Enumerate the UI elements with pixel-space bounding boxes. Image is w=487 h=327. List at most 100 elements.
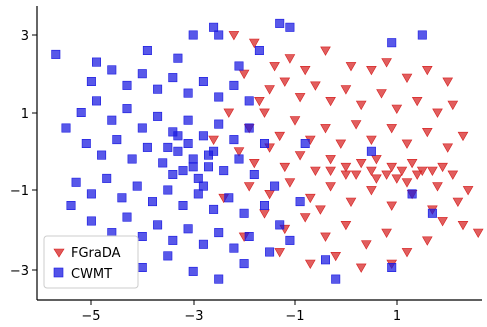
point-cwmt-100 (173, 53, 183, 63)
point-cwmt-101 (234, 61, 244, 71)
point-fgrada-2 (269, 62, 280, 72)
point-cwmt-11 (137, 69, 147, 79)
legend: FGraDA CWMT (43, 235, 139, 289)
point-fgrada-25 (223, 108, 235, 118)
point-cwmt-4 (214, 30, 224, 40)
point-cwmt-13 (168, 73, 178, 83)
point-cwmt-47 (117, 193, 127, 203)
point-cwmt-81 (173, 131, 183, 141)
point-cwmt-12 (153, 84, 163, 94)
legend-frame (43, 235, 139, 289)
legend-marker-cwmt (53, 267, 64, 278)
point-cwmt-36 (142, 142, 152, 152)
point-fgrada-47 (340, 170, 352, 180)
point-fgrada-6 (345, 62, 357, 72)
point-fgrada-72 (360, 240, 372, 250)
point-fgrada-3 (284, 54, 296, 64)
point-cwmt-97 (61, 123, 71, 133)
point-fgrada-53 (432, 182, 443, 192)
point-cwmt-0 (51, 49, 61, 59)
point-fgrada-75 (421, 236, 433, 246)
point-fgrada-83 (381, 170, 392, 180)
y-tick-label-1: −1 (10, 184, 29, 199)
point-cwmt-2 (285, 22, 295, 32)
point-fgrada-70 (320, 232, 331, 242)
point-cwmt-15 (198, 77, 208, 87)
point-cwmt-46 (102, 173, 112, 183)
point-cwmt-72 (239, 259, 249, 269)
point-cwmt-44 (71, 177, 81, 187)
point-cwmt-7 (417, 30, 427, 40)
point-fgrada-90 (406, 159, 418, 169)
point-fgrada-35 (386, 124, 398, 134)
point-cwmt-3 (209, 22, 219, 32)
point-fgrada-67 (259, 209, 270, 219)
point-fgrada-98 (254, 97, 265, 107)
point-fgrada-0 (228, 31, 240, 41)
point-fgrada-37 (421, 128, 433, 138)
point-cwmt-51 (178, 201, 188, 211)
point-fgrada-29 (289, 116, 301, 126)
x-tick-label-1: −3 (184, 309, 203, 324)
point-cwmt-14 (183, 88, 193, 98)
point-cwmt-53 (209, 204, 219, 214)
point-cwmt-16 (214, 92, 224, 102)
point-cwmt-20 (92, 96, 102, 106)
point-fgrada-60 (325, 182, 336, 192)
point-cwmt-33 (97, 150, 107, 160)
point-fgrada-85 (411, 170, 423, 180)
point-fgrada-94 (457, 221, 469, 231)
point-cwmt-76 (193, 173, 203, 183)
point-fgrada-4 (299, 66, 311, 76)
point-fgrada-84 (396, 166, 408, 177)
point-fgrada-44 (294, 151, 306, 161)
point-cwmt-90 (331, 274, 341, 284)
point-fgrada-7 (366, 66, 377, 76)
point-cwmt-79 (183, 139, 193, 149)
point-cwmt-41 (219, 166, 229, 176)
point-cwmt-29 (229, 135, 239, 145)
point-fgrada-31 (320, 124, 331, 134)
point-cwmt-74 (178, 166, 188, 176)
point-cwmt-58 (122, 212, 132, 222)
point-fgrada-27 (259, 108, 270, 118)
point-fgrada-41 (248, 159, 260, 169)
point-cwmt-49 (148, 197, 158, 207)
point-fgrada-62 (366, 186, 377, 196)
point-cwmt-56 (86, 216, 96, 226)
x-tick-label-3: 1 (393, 309, 401, 324)
point-fgrada-92 (437, 162, 448, 173)
point-cwmt-73 (265, 247, 275, 257)
point-cwmt-96 (66, 201, 76, 211)
point-cwmt-92 (427, 208, 437, 218)
point-fgrada-23 (432, 108, 443, 118)
point-fgrada-74 (401, 248, 413, 258)
point-cwmt-82 (198, 181, 208, 191)
point-fgrada-12 (238, 69, 250, 80)
legend-label-fgrada: FGraDA (71, 246, 121, 261)
point-cwmt-50 (163, 185, 173, 195)
point-fgrada-48 (355, 159, 367, 169)
point-cwmt-48 (132, 181, 142, 191)
point-cwmt-95 (366, 146, 376, 156)
point-fgrada-50 (386, 162, 398, 173)
point-cwmt-83 (163, 142, 173, 152)
point-cwmt-55 (239, 208, 249, 218)
point-fgrada-34 (366, 135, 377, 146)
point-cwmt-84 (275, 220, 285, 230)
point-fgrada-66 (452, 197, 464, 208)
x-axis-ticks: −5 −3 −1 1 (81, 300, 401, 324)
point-fgrada-24 (447, 100, 459, 111)
legend-marker-fgrada (53, 248, 65, 258)
point-cwmt-64 (214, 228, 224, 238)
point-cwmt-6 (387, 38, 397, 48)
point-cwmt-80 (209, 146, 219, 156)
point-fgrada-100 (437, 217, 448, 227)
point-fgrada-45 (310, 166, 321, 177)
point-cwmt-65 (229, 243, 239, 253)
point-cwmt-62 (183, 224, 193, 234)
point-cwmt-5 (188, 30, 198, 40)
point-cwmt-68 (137, 262, 147, 272)
point-cwmt-32 (81, 139, 91, 149)
